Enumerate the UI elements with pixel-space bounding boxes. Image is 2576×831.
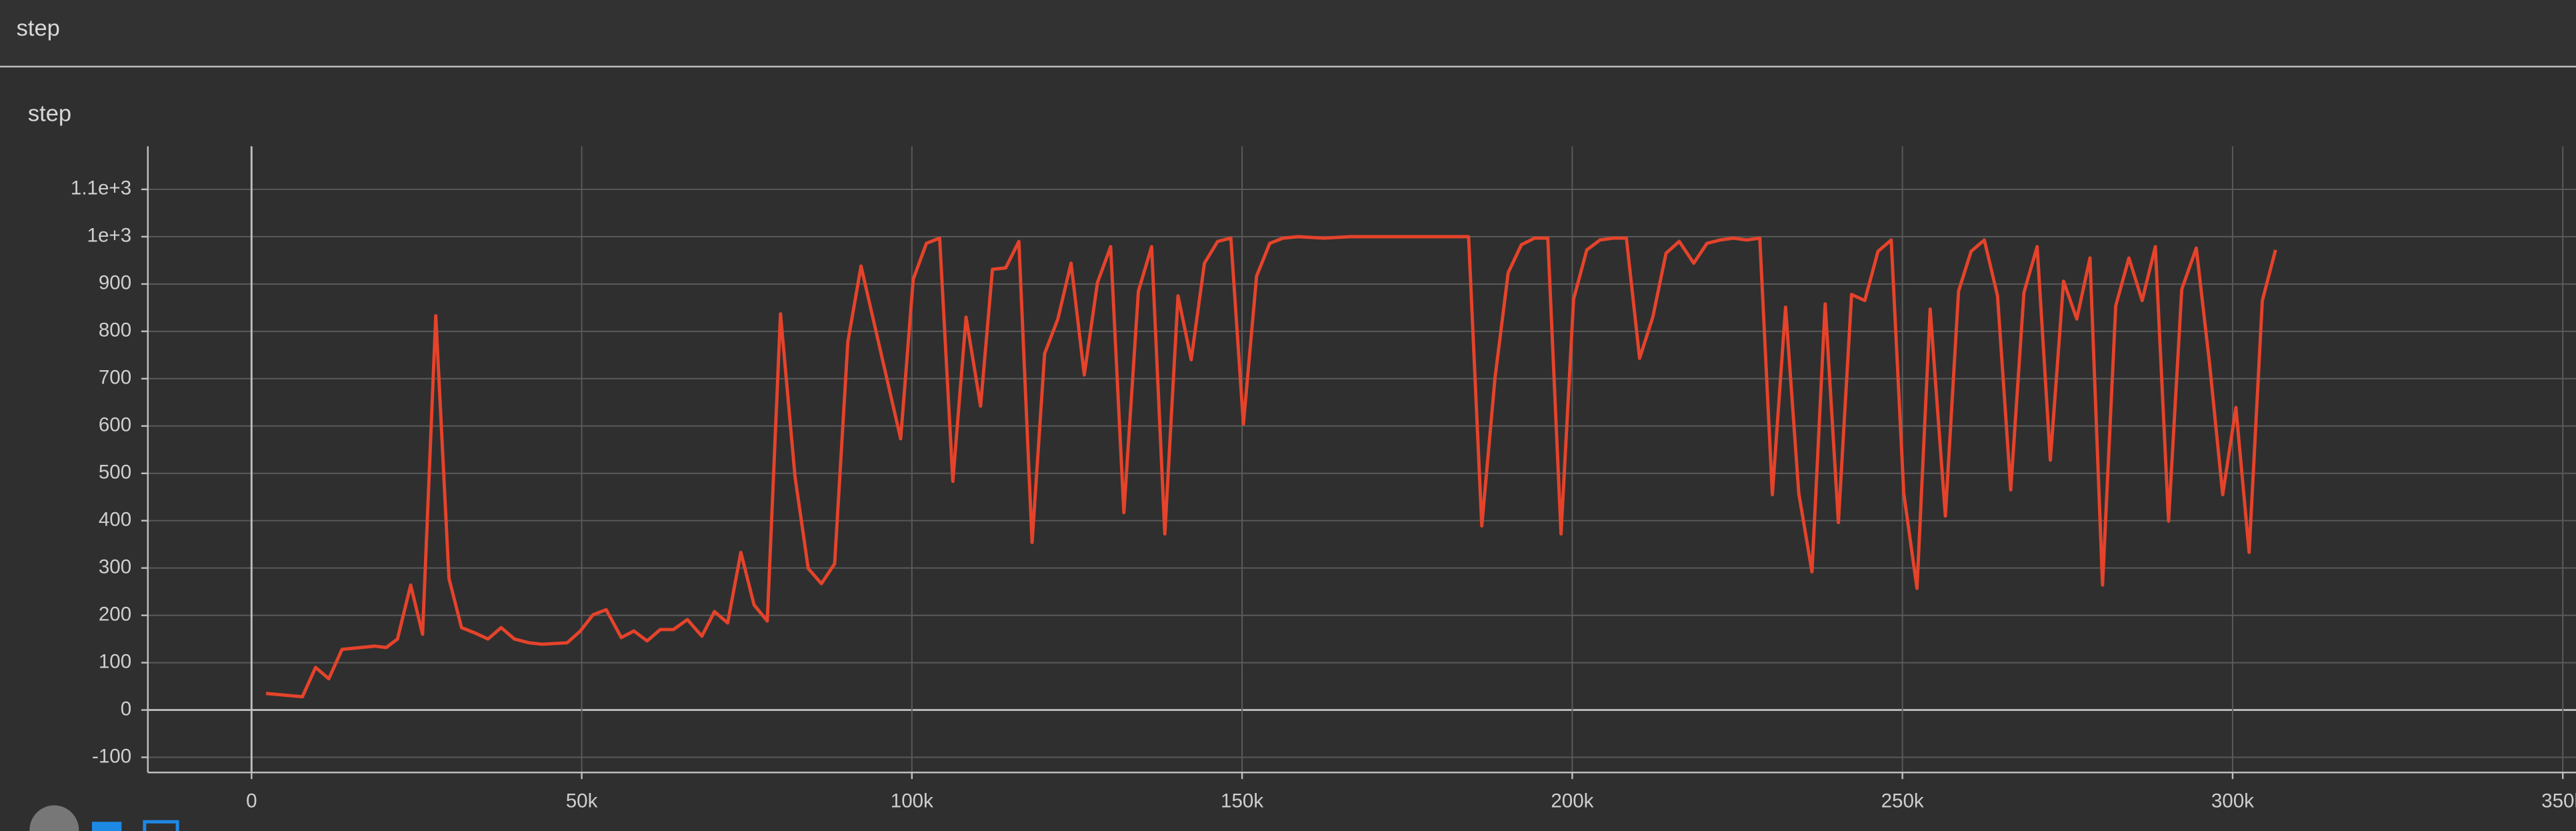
- y-tick-label: 200: [99, 603, 131, 625]
- y-tick-label: 400: [99, 509, 131, 531]
- y-tick-label: 800: [99, 319, 131, 341]
- x-tick-label: 50k: [566, 790, 598, 812]
- x-tick-label: 350k: [2541, 790, 2576, 812]
- toolbar-icon[interactable]: [29, 805, 79, 831]
- x-tick-label: 250k: [1881, 790, 1924, 812]
- series-line: [265, 235, 2277, 699]
- toolbar-icon[interactable]: [92, 822, 122, 831]
- plot-area: -100 0 100 200 300 400 500 600 700 800 900 1e+3 1.1e…: [71, 146, 2576, 812]
- x-tick-label: 0: [246, 790, 257, 812]
- y-tick-label: 700: [99, 367, 131, 389]
- y-tick-label: 0: [121, 698, 131, 720]
- y-tick-label: 300: [99, 556, 131, 578]
- y-tick-label: 1.1e+3: [71, 177, 131, 199]
- header-title: step: [17, 15, 60, 41]
- x-tick-label: 150k: [1221, 790, 1263, 812]
- header-bar: [0, 0, 2576, 66]
- y-tick-label: 500: [99, 462, 131, 484]
- x-tick-label: 200k: [1551, 790, 1593, 812]
- x-tick-label: 300k: [2211, 790, 2254, 812]
- y-tick-label: 600: [99, 414, 131, 436]
- y-tick-label: -100: [92, 745, 131, 767]
- x-tick-label: 100k: [891, 790, 933, 812]
- toolbar-icon[interactable]: [143, 820, 179, 831]
- card-title: step: [28, 101, 71, 127]
- y-tick-label: 1e+3: [87, 225, 132, 247]
- y-tick-label: 900: [99, 272, 131, 294]
- y-tick-label: 100: [99, 650, 131, 672]
